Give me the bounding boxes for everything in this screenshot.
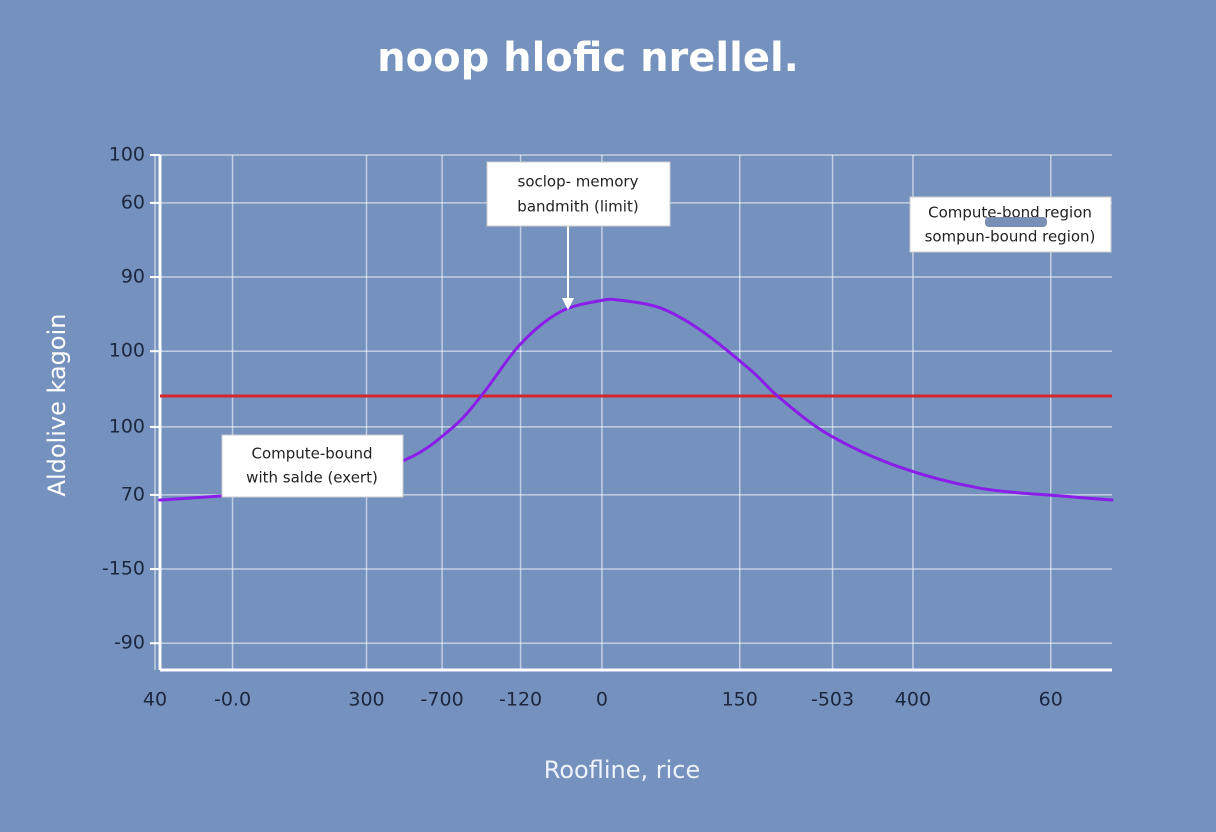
annotation-text: with salde (exert) [246,469,378,487]
x-tick-label: -120 [499,689,542,711]
annotation: Compute-bound with salde (exert) [221,434,404,498]
annotation-text: soclop- memory [518,173,639,191]
annotation-text: sompun-bound region) [925,228,1096,246]
x-axis-label: Roofline, rice [544,756,700,784]
y-tick-label: 100 [109,415,145,437]
x-tick-label: -503 [811,689,854,711]
annotation-text: Compute-bond region [928,204,1092,222]
y-tick-label: 60 [121,191,145,213]
x-tick-label: 60 [1039,689,1063,711]
x-tick-label: 40 [143,689,167,711]
y-tick-label: -150 [102,558,145,580]
x-tick-label: 300 [348,689,384,711]
grid: 100 60 90 100 100 70 -150 -90 40 -0.0 300 -700 -120 0… [102,144,1112,711]
y-tick-label: 100 [109,340,145,362]
annotation-box [221,434,404,498]
chart-title: noop hlofic nrellel. [377,35,799,81]
y-tick-label: -90 [114,632,145,654]
x-tick-label: 150 [722,689,758,711]
x-tick-label: 400 [895,689,931,711]
annotation: soclop- memory bandmith (limit) [486,161,671,310]
x-tick-label: -0.0 [214,689,251,711]
arrow-head [562,298,574,310]
y-tick-label: 100 [109,144,145,166]
annotation: Compute-bond region sompun-bound region) [909,196,1112,253]
x-tick-label: -700 [421,689,464,711]
y-axis-label: Aldolive kagoin [43,314,71,497]
y-tick-label: 70 [121,483,145,505]
annotation-text: Compute-bound [251,445,372,463]
y-tick-label: 90 [121,266,145,288]
annotation-box [486,161,671,227]
x-tick-label: 0 [596,689,608,711]
highlight [985,217,1047,227]
annotation-text: bandmith (limit) [517,198,638,216]
